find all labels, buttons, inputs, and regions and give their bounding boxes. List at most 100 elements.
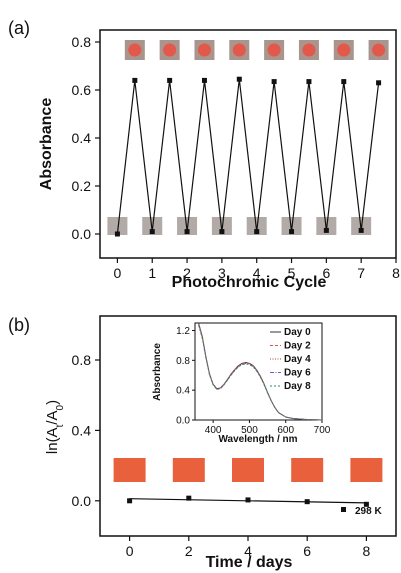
bleached-state-photo [211, 217, 232, 235]
x-tick-label: 8 [392, 265, 400, 281]
y-tick-label: 0.0 [72, 226, 92, 242]
inset-chart: Absorbance Wavelength / nm 0.00.40.81.2 … [152, 322, 331, 445]
colored-state-dot [163, 43, 177, 57]
panel-b-y-ticks: 0.0 0.4 0.8 [72, 352, 100, 509]
data-point [132, 77, 138, 83]
data-point [167, 77, 173, 83]
inset-legend-label: Day 4 [284, 354, 311, 365]
inset-y-tick-label: 1.2 [176, 326, 190, 337]
data-point [201, 77, 207, 83]
x-tick-label: 2 [185, 543, 193, 559]
x-tick-label: 7 [357, 265, 365, 281]
inset-x-tick-label: 600 [277, 425, 294, 436]
film-photo [232, 458, 264, 482]
x-tick-label: 2 [183, 265, 191, 281]
colored-state-dot [232, 43, 246, 57]
x-tick-label: 6 [303, 543, 311, 559]
x-tick-label: 5 [288, 265, 296, 281]
film-photo [113, 458, 146, 482]
panel-b-ylabel: ln(At/A0) [44, 400, 66, 454]
inset-y-tick-label: 0.0 [176, 416, 190, 427]
panel-b-xlabel: Time / days [206, 554, 293, 571]
inset-legend-label: Day 6 [284, 368, 311, 379]
inset-x-ticks: 400 500 600 700 [205, 420, 331, 436]
y-tick-label: 0.8 [72, 352, 92, 368]
x-tick-label: 4 [244, 543, 252, 559]
x-tick-label: 0 [126, 543, 134, 559]
panel-a: (a) Absorbance Photochromic Cycle 0.0 0.2… [8, 18, 400, 291]
panel-b-film-photos [113, 458, 383, 482]
x-tick-label: 4 [253, 265, 261, 281]
data-point [219, 229, 225, 235]
panel-a-xlabel: Photochromic Cycle [172, 274, 327, 291]
panel-a-series [114, 76, 382, 237]
panel-b-series [127, 495, 369, 507]
data-point [289, 229, 295, 235]
bleached-state-photo [107, 217, 128, 235]
data-point [184, 229, 190, 235]
panel-b-legend: 298 K [341, 506, 382, 517]
film-photo [350, 458, 383, 482]
data-point [376, 80, 382, 86]
x-tick-label: 3 [218, 265, 226, 281]
colored-state-dot [337, 43, 351, 57]
y-tick-label: 0.2 [72, 178, 92, 194]
cycle-line [116, 79, 380, 235]
data-point [323, 227, 329, 233]
x-tick-label: 6 [322, 265, 330, 281]
data-point [358, 227, 364, 233]
inset-x-tick-label: 700 [314, 425, 331, 436]
x-tick-label: 0 [114, 265, 122, 281]
colored-state-dot [197, 43, 211, 57]
inset-legend-label: Day 2 [284, 341, 311, 352]
y-tick-label: 0.8 [72, 34, 92, 50]
data-point [245, 497, 251, 503]
inset-legend-label: Day 0 [284, 327, 311, 338]
panel-a-label: (a) [8, 18, 30, 38]
panel-a-photos [107, 40, 389, 235]
panel-b-x-ticks: 0 2 4 6 8 [126, 536, 371, 559]
data-point [254, 229, 260, 235]
data-point [114, 231, 120, 237]
inset-legend-label: Day 8 [284, 381, 311, 392]
data-point [341, 79, 347, 85]
data-point [186, 495, 192, 501]
inset-curve [198, 325, 323, 421]
y-tick-label: 0.0 [72, 493, 92, 509]
inset-y-tick-label: 0.8 [176, 356, 190, 367]
inset-curve [198, 324, 323, 421]
data-point [127, 498, 133, 504]
bleached-state-photo [142, 217, 163, 235]
inset-ylabel: Absorbance [152, 343, 163, 401]
y-tick-label: 0.4 [72, 422, 92, 438]
bleached-state-photo [281, 217, 302, 235]
inset-y-ticks: 0.0 0.4 0.8 1.2 [176, 326, 195, 427]
data-point [306, 79, 312, 85]
film-photo [172, 458, 205, 482]
colored-state-dot [302, 43, 316, 57]
data-point [271, 79, 277, 85]
inset-y-tick-label: 0.4 [176, 386, 190, 397]
inset-legend: Day 0 Day 2 Day 4 Day 6 Day 8 [270, 327, 311, 392]
panel-a-x-ticks: 0 1 2 3 4 5 6 7 8 [114, 258, 400, 281]
bleached-state-photo [246, 217, 267, 235]
inset-frame [194, 322, 323, 421]
panel-a-ylabel: Absorbance [38, 98, 55, 191]
y-tick-label: 0.4 [72, 130, 92, 146]
inset-x-tick-label: 400 [205, 425, 222, 436]
inset-curves [198, 322, 323, 421]
panel-a-frame [99, 29, 397, 259]
panel-a-y-ticks: 0.0 0.2 0.4 0.6 0.8 [72, 34, 100, 242]
data-point [149, 229, 155, 235]
colored-state-dot [128, 43, 142, 57]
bleached-state-photo [177, 217, 198, 235]
y-tick-label: 0.6 [72, 82, 92, 98]
film-photo [291, 458, 324, 482]
data-point [363, 501, 369, 507]
x-tick-label: 8 [363, 543, 371, 559]
panel-b: (b) ln(At/A0) Time / days 0.0 0.4 0.8 0 2 4 6… [8, 315, 397, 571]
x-tick-label: 1 [148, 265, 156, 281]
inset-xlabel: Wavelength / nm [218, 434, 297, 445]
data-point [236, 76, 242, 82]
